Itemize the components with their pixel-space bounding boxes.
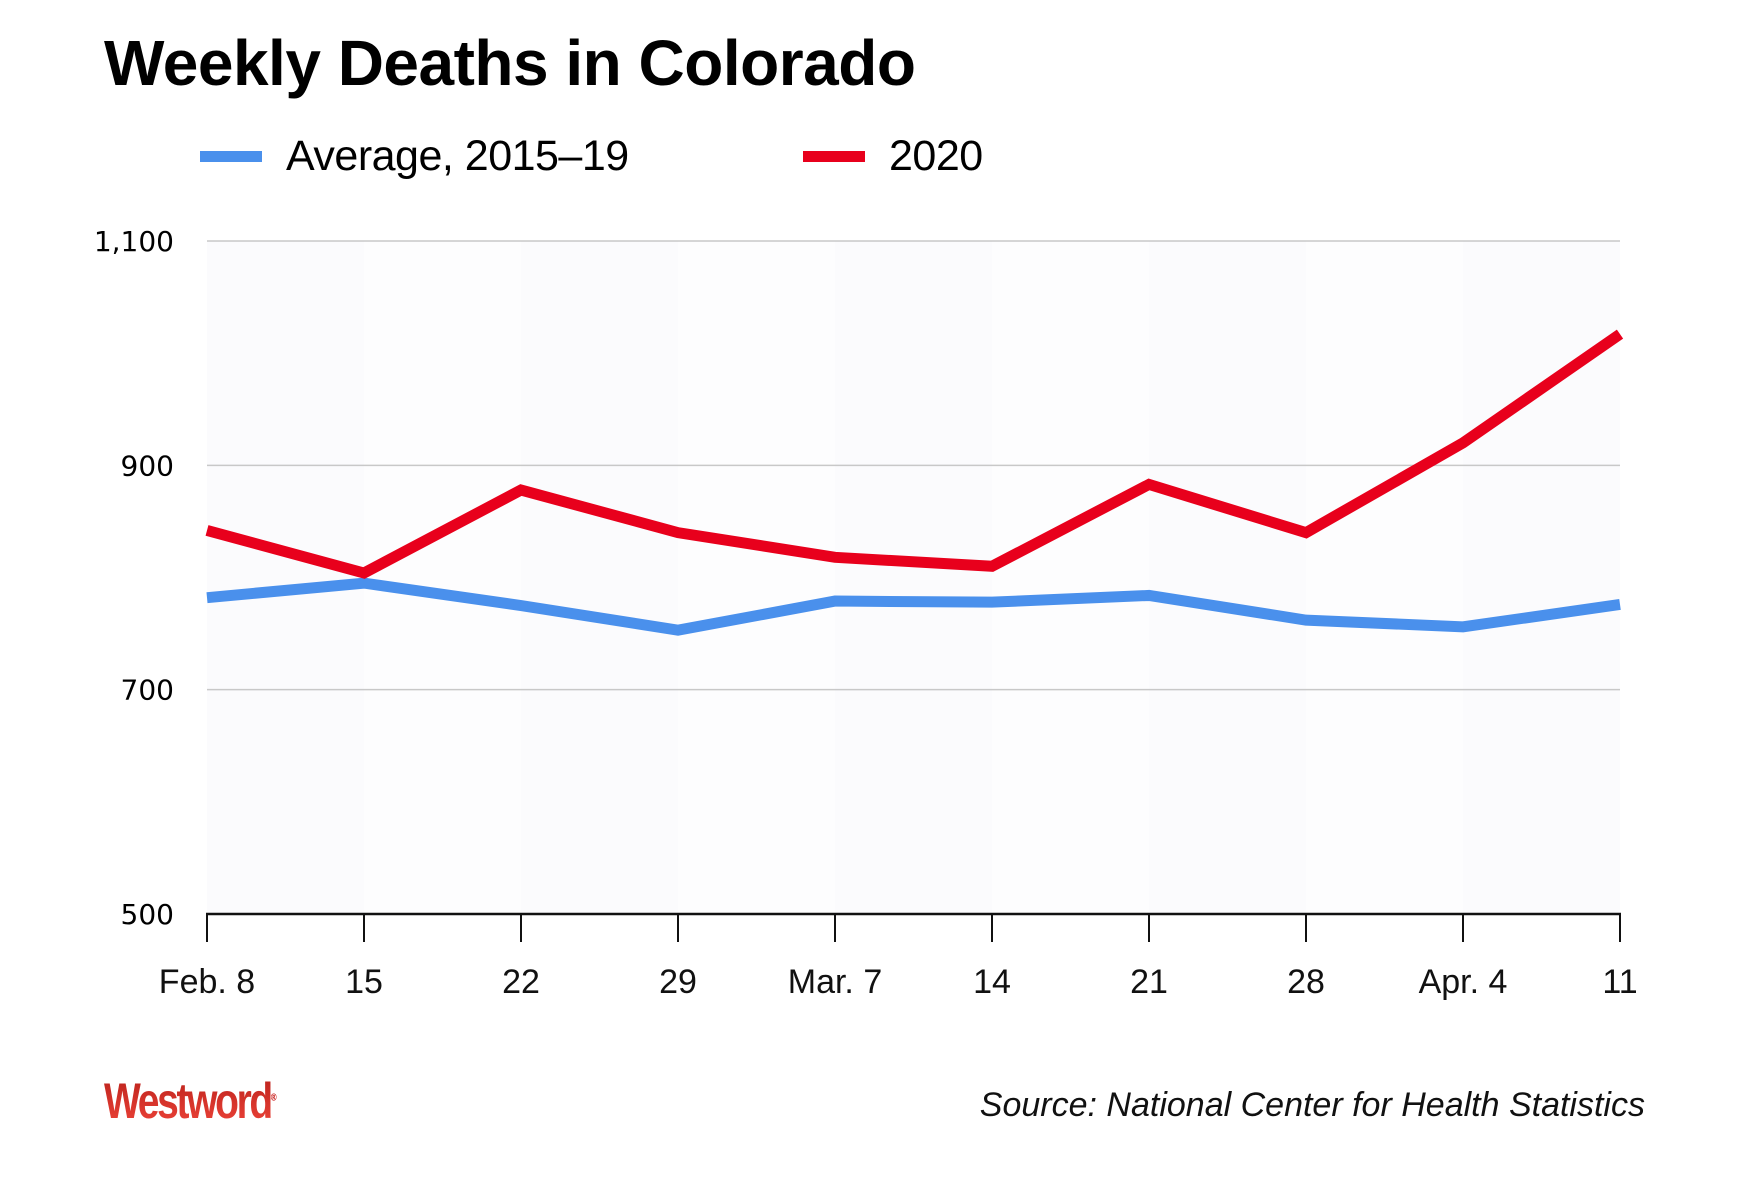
legend-item-average: Average, 2015–19 xyxy=(200,128,629,184)
legend-label-2020: 2020 xyxy=(889,131,983,180)
x-tick-label: 28 xyxy=(1287,963,1325,1001)
x-tick-label: 22 xyxy=(502,963,540,1001)
x-tick-label: 15 xyxy=(345,963,383,1001)
westword-logo: Westword® xyxy=(104,1072,277,1130)
series-line-average xyxy=(206,577,1621,636)
column-band xyxy=(1149,241,1306,914)
column-band xyxy=(835,241,992,914)
x-tick-label: Feb. 8 xyxy=(159,963,255,1001)
column-band xyxy=(678,241,835,914)
column-band xyxy=(1463,241,1620,914)
column-band xyxy=(992,241,1149,914)
series-line-2020 xyxy=(205,329,1624,579)
series-lines xyxy=(205,329,1624,636)
x-tick-label: Apr. 4 xyxy=(1419,963,1508,1001)
x-tick-label: 21 xyxy=(1130,963,1168,1001)
x-tick-label: 29 xyxy=(659,963,697,1001)
x-axis: Feb. 8 15 22 29 Mar. 7 14 21 28 Apr. 4 11 xyxy=(159,912,1638,1001)
logo-text: Westword xyxy=(104,1073,271,1129)
legend-label-average: Average, 2015–19 xyxy=(286,131,629,180)
legend-swatch-2020 xyxy=(803,150,865,162)
column-band xyxy=(364,241,521,914)
x-tick-label: 11 xyxy=(1602,963,1637,1001)
y-tick-label: 900 xyxy=(121,449,174,482)
x-tick-label: 14 xyxy=(973,963,1011,1001)
legend-item-2020: 2020 xyxy=(803,128,983,184)
column-band xyxy=(207,241,364,914)
gridlines xyxy=(207,240,1620,914)
legend-swatch-average xyxy=(200,150,262,162)
source-note: Source: National Center for Health Stati… xyxy=(979,1086,1645,1124)
y-tick-label: 500 xyxy=(121,898,174,931)
chart-title: Weekly Deaths in Colorado xyxy=(104,27,916,99)
y-tick-label: 1,100 xyxy=(94,225,174,258)
x-tick-label: Mar. 7 xyxy=(788,963,882,1001)
y-axis-ticks: 500 700 900 1,100 xyxy=(94,225,174,931)
column-band xyxy=(1306,241,1463,914)
logo-registered-mark: ® xyxy=(270,1092,277,1104)
y-tick-label: 700 xyxy=(121,674,174,707)
column-band xyxy=(521,241,678,914)
